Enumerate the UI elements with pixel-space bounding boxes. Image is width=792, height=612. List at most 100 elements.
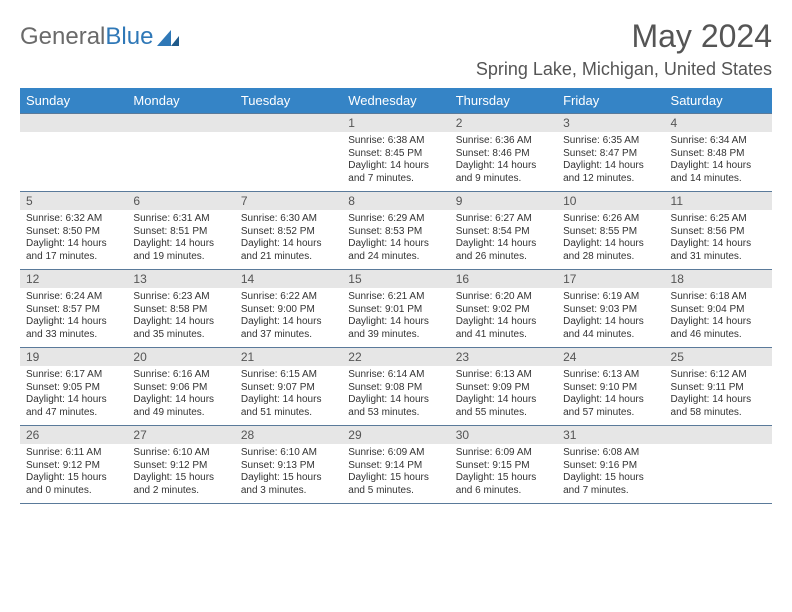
day-number: 19 <box>20 348 127 366</box>
day-details-empty <box>235 132 342 186</box>
month-title: May 2024 <box>631 18 772 55</box>
calendar-day-cell: 27Sunrise: 6:10 AMSunset: 9:12 PMDayligh… <box>127 426 234 504</box>
day-number: 5 <box>20 192 127 210</box>
calendar-day-cell <box>235 114 342 192</box>
day-dl-line: Daylight: 14 hours and 39 minutes. <box>348 316 443 341</box>
day-set-line: Sunset: 9:00 PM <box>241 304 336 317</box>
calendar-week-row: 5Sunrise: 6:32 AMSunset: 8:50 PMDaylight… <box>20 192 772 270</box>
calendar-day-cell: 17Sunrise: 6:19 AMSunset: 9:03 PMDayligh… <box>557 270 664 348</box>
day-set-line: Sunset: 8:57 PM <box>26 304 121 317</box>
day-dl-line: Daylight: 15 hours and 6 minutes. <box>456 472 551 497</box>
day-number-empty <box>235 114 342 132</box>
day-dl-line: Daylight: 14 hours and 19 minutes. <box>133 238 228 263</box>
day-set-line: Sunset: 9:01 PM <box>348 304 443 317</box>
day-dl-line: Daylight: 14 hours and 33 minutes. <box>26 316 121 341</box>
day-details: Sunrise: 6:21 AMSunset: 9:01 PMDaylight:… <box>342 288 449 347</box>
day-number: 20 <box>127 348 234 366</box>
day-details: Sunrise: 6:30 AMSunset: 8:52 PMDaylight:… <box>235 210 342 269</box>
day-dl-line: Daylight: 14 hours and 12 minutes. <box>563 160 658 185</box>
day-details: Sunrise: 6:08 AMSunset: 9:16 PMDaylight:… <box>557 444 664 503</box>
day-number: 23 <box>450 348 557 366</box>
day-set-line: Sunset: 8:58 PM <box>133 304 228 317</box>
day-dl-line: Daylight: 15 hours and 3 minutes. <box>241 472 336 497</box>
calendar-day-cell: 26Sunrise: 6:11 AMSunset: 9:12 PMDayligh… <box>20 426 127 504</box>
day-set-line: Sunset: 9:12 PM <box>26 460 121 473</box>
calendar-day-cell: 29Sunrise: 6:09 AMSunset: 9:14 PMDayligh… <box>342 426 449 504</box>
day-details: Sunrise: 6:16 AMSunset: 9:06 PMDaylight:… <box>127 366 234 425</box>
day-details: Sunrise: 6:22 AMSunset: 9:00 PMDaylight:… <box>235 288 342 347</box>
calendar-day-cell: 18Sunrise: 6:18 AMSunset: 9:04 PMDayligh… <box>665 270 772 348</box>
day-details: Sunrise: 6:10 AMSunset: 9:13 PMDaylight:… <box>235 444 342 503</box>
day-set-line: Sunset: 9:09 PM <box>456 382 551 395</box>
calendar-day-cell <box>665 426 772 504</box>
day-set-line: Sunset: 8:55 PM <box>563 226 658 239</box>
day-sun-line: Sunrise: 6:23 AM <box>133 291 228 304</box>
day-number: 17 <box>557 270 664 288</box>
day-number: 8 <box>342 192 449 210</box>
day-sun-line: Sunrise: 6:20 AM <box>456 291 551 304</box>
day-details-empty <box>665 444 772 498</box>
day-number: 21 <box>235 348 342 366</box>
day-set-line: Sunset: 9:07 PM <box>241 382 336 395</box>
day-set-line: Sunset: 8:51 PM <box>133 226 228 239</box>
weekday-friday: Friday <box>557 88 664 114</box>
day-dl-line: Daylight: 14 hours and 28 minutes. <box>563 238 658 263</box>
day-number: 14 <box>235 270 342 288</box>
day-sun-line: Sunrise: 6:36 AM <box>456 135 551 148</box>
day-sun-line: Sunrise: 6:22 AM <box>241 291 336 304</box>
calendar-week-row: 19Sunrise: 6:17 AMSunset: 9:05 PMDayligh… <box>20 348 772 426</box>
day-details: Sunrise: 6:13 AMSunset: 9:09 PMDaylight:… <box>450 366 557 425</box>
weekday-sunday: Sunday <box>20 88 127 114</box>
day-sun-line: Sunrise: 6:16 AM <box>133 369 228 382</box>
calendar-day-cell <box>127 114 234 192</box>
day-dl-line: Daylight: 14 hours and 9 minutes. <box>456 160 551 185</box>
day-sun-line: Sunrise: 6:13 AM <box>456 369 551 382</box>
day-number: 11 <box>665 192 772 210</box>
day-sun-line: Sunrise: 6:10 AM <box>133 447 228 460</box>
day-dl-line: Daylight: 14 hours and 57 minutes. <box>563 394 658 419</box>
calendar-day-cell: 28Sunrise: 6:10 AMSunset: 9:13 PMDayligh… <box>235 426 342 504</box>
day-dl-line: Daylight: 15 hours and 5 minutes. <box>348 472 443 497</box>
day-sun-line: Sunrise: 6:34 AM <box>671 135 766 148</box>
day-dl-line: Daylight: 14 hours and 51 minutes. <box>241 394 336 419</box>
day-details: Sunrise: 6:17 AMSunset: 9:05 PMDaylight:… <box>20 366 127 425</box>
day-set-line: Sunset: 9:04 PM <box>671 304 766 317</box>
day-details: Sunrise: 6:11 AMSunset: 9:12 PMDaylight:… <box>20 444 127 503</box>
day-number: 31 <box>557 426 664 444</box>
day-number: 30 <box>450 426 557 444</box>
day-details: Sunrise: 6:09 AMSunset: 9:14 PMDaylight:… <box>342 444 449 503</box>
day-details: Sunrise: 6:10 AMSunset: 9:12 PMDaylight:… <box>127 444 234 503</box>
day-sun-line: Sunrise: 6:12 AM <box>671 369 766 382</box>
day-details-empty <box>20 132 127 186</box>
day-set-line: Sunset: 9:06 PM <box>133 382 228 395</box>
day-sun-line: Sunrise: 6:30 AM <box>241 213 336 226</box>
day-details: Sunrise: 6:25 AMSunset: 8:56 PMDaylight:… <box>665 210 772 269</box>
calendar-day-cell: 13Sunrise: 6:23 AMSunset: 8:58 PMDayligh… <box>127 270 234 348</box>
day-set-line: Sunset: 8:56 PM <box>671 226 766 239</box>
day-number: 7 <box>235 192 342 210</box>
day-set-line: Sunset: 9:12 PM <box>133 460 228 473</box>
day-sun-line: Sunrise: 6:18 AM <box>671 291 766 304</box>
day-details: Sunrise: 6:38 AMSunset: 8:45 PMDaylight:… <box>342 132 449 191</box>
day-dl-line: Daylight: 14 hours and 53 minutes. <box>348 394 443 419</box>
day-details: Sunrise: 6:20 AMSunset: 9:02 PMDaylight:… <box>450 288 557 347</box>
calendar-day-cell: 9Sunrise: 6:27 AMSunset: 8:54 PMDaylight… <box>450 192 557 270</box>
day-sun-line: Sunrise: 6:14 AM <box>348 369 443 382</box>
day-details: Sunrise: 6:36 AMSunset: 8:46 PMDaylight:… <box>450 132 557 191</box>
calendar-week-row: 26Sunrise: 6:11 AMSunset: 9:12 PMDayligh… <box>20 426 772 504</box>
calendar-day-cell: 16Sunrise: 6:20 AMSunset: 9:02 PMDayligh… <box>450 270 557 348</box>
day-number: 6 <box>127 192 234 210</box>
day-number: 2 <box>450 114 557 132</box>
day-set-line: Sunset: 9:02 PM <box>456 304 551 317</box>
day-sun-line: Sunrise: 6:09 AM <box>348 447 443 460</box>
day-set-line: Sunset: 8:48 PM <box>671 148 766 161</box>
day-number: 22 <box>342 348 449 366</box>
calendar-day-cell: 4Sunrise: 6:34 AMSunset: 8:48 PMDaylight… <box>665 114 772 192</box>
calendar-day-cell: 24Sunrise: 6:13 AMSunset: 9:10 PMDayligh… <box>557 348 664 426</box>
day-details: Sunrise: 6:26 AMSunset: 8:55 PMDaylight:… <box>557 210 664 269</box>
day-details: Sunrise: 6:31 AMSunset: 8:51 PMDaylight:… <box>127 210 234 269</box>
day-sun-line: Sunrise: 6:29 AM <box>348 213 443 226</box>
day-details-empty <box>127 132 234 186</box>
weekday-saturday: Saturday <box>665 88 772 114</box>
calendar-day-cell: 20Sunrise: 6:16 AMSunset: 9:06 PMDayligh… <box>127 348 234 426</box>
